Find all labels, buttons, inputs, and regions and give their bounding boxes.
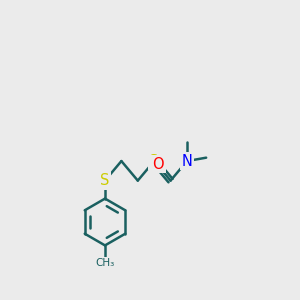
Text: CH₃: CH₃ (95, 258, 115, 268)
Text: O: O (152, 157, 164, 172)
Text: N: N (182, 154, 192, 169)
Text: S: S (149, 154, 159, 169)
Text: S: S (100, 173, 110, 188)
